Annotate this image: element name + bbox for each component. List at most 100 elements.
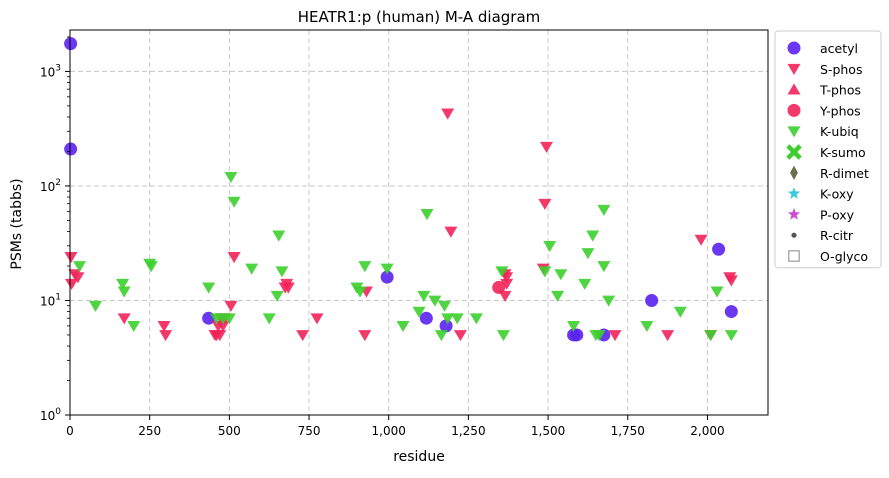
x-tick-label: 1,000 [372,424,406,438]
point-k-ubiq [434,330,448,342]
point-k-ubiq [597,261,611,273]
point-s-phos [157,321,171,333]
y-tick-label: 100 [40,407,61,423]
point-k-ubiq [412,306,426,318]
point-s-phos [64,252,78,264]
point-acetyl [645,293,659,307]
point-s-phos [724,275,738,287]
point-s-phos [539,141,553,153]
legend-marker-p-oxy [787,207,801,220]
point-k-ubiq [704,330,718,342]
point-k-ubiq [272,230,286,242]
point-k-ubiq [437,300,451,312]
point-s-phos [694,234,708,246]
point-k-ubiq [441,313,455,325]
point-k-ubiq [127,321,141,333]
legend-label: T-phos [819,83,861,98]
point-k-ubiq [469,313,483,325]
point-s-phos [216,321,230,333]
point-s-phos [71,272,85,284]
point-s-phos [538,198,552,210]
point-s-phos [441,108,455,120]
point-s-phos [296,330,310,342]
point-k-ubiq [597,204,611,216]
point-k-ubiq [710,286,724,298]
y-tick-label: 101 [40,292,61,308]
legend-label: K-sumo [820,145,866,160]
x-tick-label: 2,000 [690,424,724,438]
point-k-ubiq [227,196,241,208]
point-s-phos [498,290,512,302]
point-k-ubiq [543,240,557,253]
legend-label: R-dimet [820,166,869,181]
point-k-ubiq [245,263,259,275]
point-s-phos [661,330,675,342]
legend-marker-k-sumo [786,144,802,160]
data-points [64,37,738,342]
point-k-ubiq [496,330,510,342]
legend-label: O-glyco [820,249,868,264]
point-k-ubiq [144,261,158,273]
point-s-phos [117,313,131,325]
point-k-ubiq [586,230,600,242]
point-acetyl [64,142,78,156]
point-k-ubiq [592,330,606,342]
point-s-phos [453,330,467,342]
point-k-ubiq [117,286,131,298]
point-k-ubiq [88,300,102,312]
legend-label: P-oxy [820,207,855,222]
x-tick-label: 0 [66,424,74,438]
point-k-ubiq [673,306,687,318]
legend-label: Y-phos [819,103,861,118]
point-acetyl [570,328,584,342]
point-k-ubiq [353,286,367,298]
point-k-ubiq [73,261,87,273]
point-k-ubiq [428,295,442,307]
point-k-ubiq [551,290,565,302]
point-k-ubiq [358,261,372,273]
point-s-phos [224,300,238,312]
point-k-ubiq [222,313,236,325]
point-k-ubiq [640,321,654,333]
legend-marker-y-phos [787,103,801,117]
point-k-ubiq [275,266,289,278]
point-k-ubiq [567,321,581,333]
point-s-phos [608,330,622,342]
legend-marker-s-phos [787,63,801,75]
point-k-ubiq [538,266,552,278]
point-s-phos [310,313,324,325]
point-k-ubiq [270,290,284,302]
x-tick-label: 1,750 [611,424,645,438]
point-k-ubiq [224,172,238,184]
point-k-ubiq [450,313,464,325]
point-acetyl [724,305,738,319]
legend-marker-acetyl [787,41,801,55]
point-s-phos [500,272,514,284]
point-acetyl [439,319,453,333]
point-s-phos [358,330,372,342]
point-acetyl [380,270,394,284]
point-acetyl [419,311,433,325]
point-k-ubiq [578,278,592,290]
point-acetyl [64,37,78,51]
point-s-phos [213,330,227,342]
point-k-ubiq [602,295,616,307]
point-k-ubiq [116,278,130,290]
chart-title: HEATR1:p (human) M-A diagram [298,8,541,26]
x-tick-label: 1,250 [451,424,485,438]
legend: acetyl S-phos T-phos Y-phos K-ubiq K-sumo R-di… [774,30,882,269]
legend-marker-t-phos [787,83,801,95]
point-s-phos [500,278,514,290]
y-tick-label: 103 [40,63,61,79]
legend-marker-o-glyco [788,250,800,262]
x-axis-label: residue [393,449,445,465]
x-tick-label: 500 [218,424,241,438]
legend-label: R-citr [820,228,854,243]
y-axis-label: PSMs (tabbs) [9,178,25,269]
legend-label: acetyl [820,41,858,56]
legend-marker-k-ubiq [787,126,801,138]
point-k-ubiq [202,282,216,294]
point-k-ubiq [380,263,394,275]
